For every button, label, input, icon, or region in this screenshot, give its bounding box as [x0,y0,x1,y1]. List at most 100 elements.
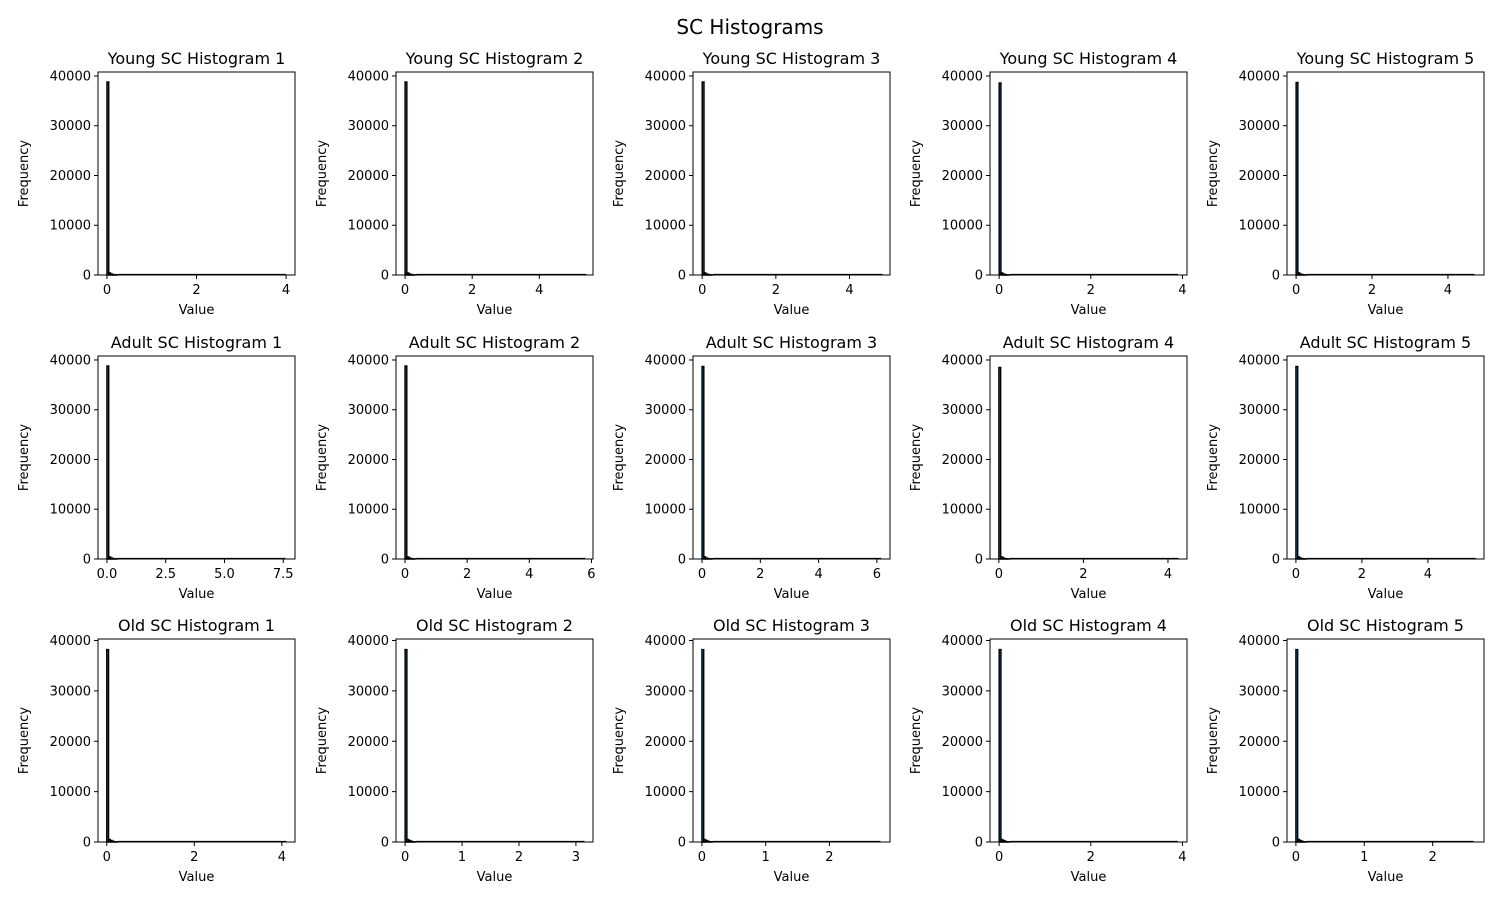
x-tick-label: 0 [995,283,1003,298]
y-tick-label: 10000 [348,785,389,800]
histogram-panel: Old SC Histogram 4 0 2 4 0 10000 20000 30000 400… [909,616,1188,885]
x-tick-label: 2 [192,283,200,298]
y-tick-label: 10000 [1239,219,1280,234]
y-axis-label: Frequency [17,140,32,207]
x-axis-label: Value [774,587,810,602]
x-tick-label: 0 [401,283,409,298]
axes-frame [989,71,1188,276]
histogram-bar [106,81,110,276]
histogram-bar [998,366,1002,560]
y-tick-label: 30000 [942,684,983,699]
x-tick-label: 2 [463,567,471,582]
x-tick-label: 2.5 [155,567,176,582]
panel-title: Young SC Histogram 2 [405,49,584,68]
y-tick-label: 10000 [942,785,983,800]
y-tick-label: 10000 [348,503,389,518]
y-tick-label: 30000 [645,119,686,134]
panel-title: Adult SC Histogram 3 [706,333,877,352]
y-tick-label: 20000 [50,453,91,468]
y-tick-label: 0 [1272,269,1280,284]
x-tick-label: 2 [1087,850,1095,865]
histogram-bar [701,365,705,560]
y-tick-label: 10000 [645,219,686,234]
y-tick-label: 40000 [50,353,91,368]
panel-title: Old SC Histogram 1 [118,616,275,635]
x-tick-label: 4 [845,283,853,298]
axes-frame [395,71,594,276]
y-tick-label: 20000 [1239,735,1280,750]
x-tick-label: 2 [468,283,476,298]
panel-title: Old SC Histogram 3 [713,616,870,635]
axes-frame [395,638,594,843]
y-axis-label: Frequency [1206,707,1221,774]
x-axis-label: Value [1368,587,1404,602]
histogram-panel: Young SC Histogram 5 0 2 4 0 10000 20000 30000 4… [1206,49,1485,318]
histogram-bar [106,648,110,843]
axes-frame [1286,638,1485,843]
y-tick-label: 0 [1272,553,1280,568]
axes-frame [989,638,1188,843]
y-tick-label: 10000 [942,503,983,518]
histogram-panel: Adult SC Histogram 2 0 2 4 6 0 10000 20000 30000… [315,333,596,602]
x-tick-label: 4 [1424,567,1432,582]
y-tick-label: 40000 [1239,634,1280,649]
y-tick-label: 0 [83,836,91,851]
y-tick-label: 0 [83,553,91,568]
y-tick-label: 0 [381,836,389,851]
histogram-panel: Young SC Histogram 1 0 2 4 0 10000 20000 30000 4… [17,49,296,318]
histogram-panel: Young SC Histogram 2 0 2 4 0 10000 20000 30000 4… [315,49,594,318]
histogram-panel: Young SC Histogram 4 0 2 4 0 10000 20000 30000 4… [909,49,1188,318]
x-tick-label: 4 [535,283,543,298]
axes-frame [1286,71,1485,276]
y-tick-label: 10000 [50,219,91,234]
x-tick-label: 4 [1178,283,1186,298]
axes-frame [97,355,296,560]
axes-frame [692,71,891,276]
y-tick-label: 0 [975,269,983,284]
y-axis-label: Frequency [1206,424,1221,491]
y-tick-label: 20000 [348,453,389,468]
y-tick-label: 40000 [50,69,91,84]
y-tick-label: 20000 [1239,453,1280,468]
histogram-panel: Adult SC Histogram 1 0.0 2.5 5.0 7.5 0 10000 20… [17,333,296,602]
y-tick-label: 10000 [348,219,389,234]
axes-frame [97,638,296,843]
y-tick-label: 20000 [645,735,686,750]
y-tick-label: 30000 [645,403,686,418]
y-tick-label: 40000 [942,634,983,649]
x-tick-label: 3 [572,850,580,865]
axes-frame [692,638,891,843]
y-tick-label: 30000 [942,403,983,418]
x-tick-label: 2 [1429,850,1437,865]
y-axis-label: Frequency [909,707,924,774]
y-tick-label: 0 [975,553,983,568]
x-axis-label: Value [477,303,513,318]
y-tick-label: 20000 [50,169,91,184]
y-tick-label: 20000 [942,453,983,468]
y-tick-label: 30000 [348,403,389,418]
x-tick-label: 2 [772,283,780,298]
figure-title: SC Histograms [676,15,823,39]
x-tick-label: 0 [698,567,706,582]
x-tick-label: 4 [278,850,286,865]
y-tick-label: 30000 [50,403,91,418]
y-axis-label: Frequency [17,424,32,491]
y-tick-label: 20000 [942,735,983,750]
y-tick-label: 0 [975,836,983,851]
histogram-panel: Adult SC Histogram 3 0 2 4 6 0 10000 20000 30000… [612,333,891,602]
histogram-bar [998,82,1002,276]
x-tick-label: 0.0 [97,567,118,582]
panel-title: Young SC Histogram 4 [999,49,1178,68]
x-axis-label: Value [477,870,513,885]
y-axis-label: Frequency [17,707,32,774]
histogram-bar [404,648,408,843]
x-tick-label: 0 [103,283,111,298]
histogram-bar [1295,81,1299,276]
x-tick-label: 4 [1164,567,1172,582]
x-axis-label: Value [774,870,810,885]
y-tick-label: 10000 [942,219,983,234]
y-tick-label: 0 [1272,836,1280,851]
y-tick-label: 20000 [645,169,686,184]
